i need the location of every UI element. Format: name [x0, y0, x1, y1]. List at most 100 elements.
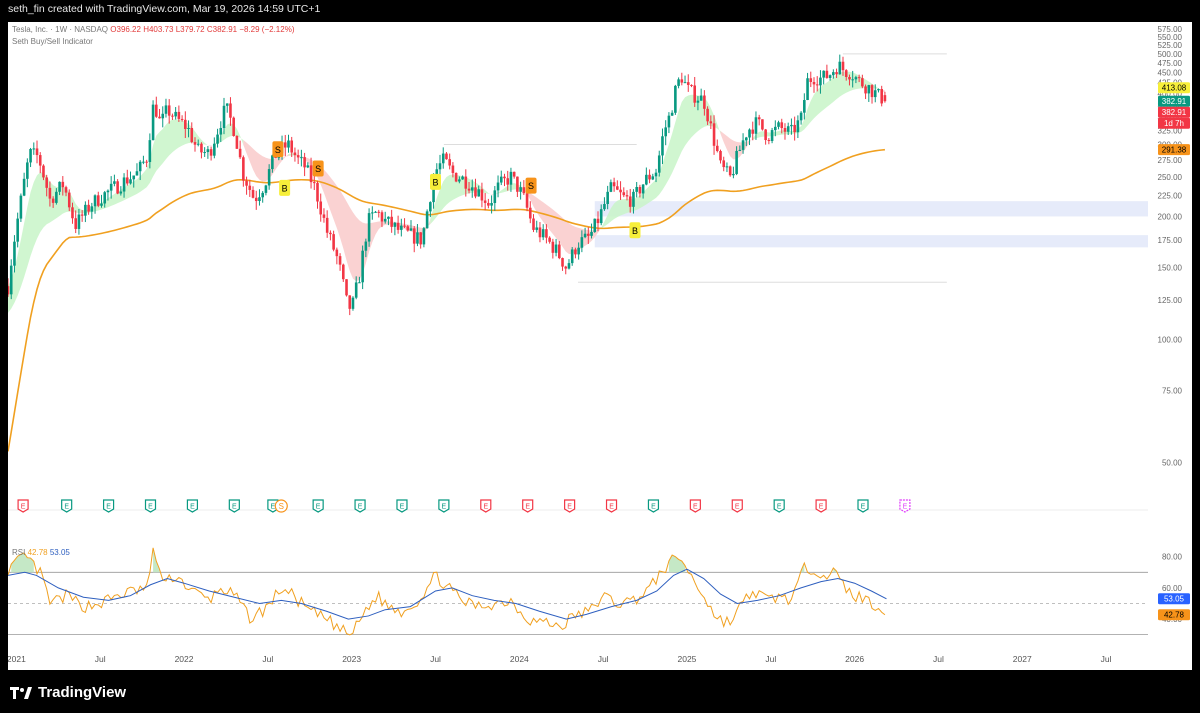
candle-body: [325, 217, 329, 233]
candle: [74, 210, 78, 234]
time-tick-label: Jul: [933, 654, 944, 664]
price-tick-label: 150.00: [1158, 263, 1183, 272]
earnings-flag-icon: [857, 499, 869, 513]
candle-body: [706, 108, 709, 122]
candle: [793, 116, 796, 141]
candle-body: [155, 104, 158, 117]
signal-marker-label: S: [315, 164, 321, 174]
candle: [358, 276, 361, 284]
tradingview-brand: TradingView: [38, 684, 127, 701]
candle-body: [164, 105, 168, 114]
candle: [780, 118, 784, 134]
earnings-flag-icon: [689, 499, 701, 513]
price-tick-label: 125.00: [1158, 296, 1183, 305]
candle-body: [341, 264, 345, 280]
candle: [541, 224, 545, 241]
candle-body: [464, 176, 468, 189]
candle-body: [187, 127, 190, 129]
candle: [867, 84, 871, 102]
candle-body: [145, 161, 148, 163]
tradingview-logo-icon: [10, 686, 32, 699]
candle-body: [561, 258, 564, 267]
candle-body: [735, 150, 738, 174]
candle-body: [329, 232, 332, 235]
candle: [90, 202, 94, 219]
earnings-marker: E: [522, 499, 534, 513]
candle: [329, 230, 332, 241]
candle: [628, 188, 632, 213]
candle: [42, 164, 45, 181]
candle-body: [809, 78, 813, 83]
candle-body: [506, 178, 510, 185]
candle-body: [812, 82, 816, 85]
candle: [26, 158, 29, 188]
price-tick-label: 275.00: [1158, 156, 1183, 165]
candle: [377, 209, 381, 218]
candle-body: [477, 189, 481, 197]
earnings-marker: E: [480, 499, 492, 513]
candle: [857, 74, 861, 83]
time-tick-label: Jul: [430, 654, 441, 664]
candle: [348, 295, 352, 316]
earnings-marker: E: [228, 499, 240, 513]
price-badge-bg: [1158, 106, 1190, 118]
candle-body: [877, 89, 880, 91]
candle: [58, 181, 61, 196]
candle: [248, 179, 252, 197]
candle-body: [245, 180, 248, 186]
ohlc-close: C382.91: [206, 25, 238, 34]
candle: [87, 199, 90, 215]
candle-body: [454, 172, 458, 182]
ohlc-low: L379.72: [175, 25, 205, 34]
candle: [509, 167, 513, 192]
candle: [145, 159, 148, 168]
candle: [493, 186, 497, 211]
candle-body: [596, 218, 600, 224]
support-zone-2: [594, 235, 1148, 248]
candle-body: [238, 148, 242, 158]
candle-body: [193, 142, 197, 145]
candle-body: [767, 140, 771, 142]
candle-body: [587, 233, 590, 236]
price-badge-label: 382.91: [1162, 108, 1187, 117]
candle-body: [84, 204, 87, 216]
earnings-marker-label: E: [735, 504, 740, 511]
indicator-cloud: [8, 71, 885, 313]
candle: [103, 190, 107, 208]
candle: [100, 194, 103, 208]
candle: [48, 181, 52, 207]
candle: [635, 181, 638, 198]
candle-body: [393, 222, 397, 227]
bull-cloud: [214, 123, 244, 145]
candle-body: [142, 161, 145, 163]
candle: [451, 162, 455, 178]
candle: [751, 121, 755, 141]
candle: [848, 74, 851, 86]
candle-body: [651, 176, 655, 180]
candle-body: [87, 204, 90, 212]
candle-body: [786, 126, 790, 132]
candle: [193, 137, 197, 152]
candle-body: [499, 176, 503, 183]
candle: [164, 98, 168, 118]
candle: [151, 100, 155, 141]
candle-body: [258, 197, 261, 202]
earnings-marker: E: [731, 499, 743, 513]
bull-cloud: [8, 119, 208, 313]
candle-body: [854, 77, 858, 80]
ohlc-open: O396.22: [110, 25, 141, 34]
signal-marker-bg: [312, 160, 324, 177]
candle: [558, 241, 561, 260]
candle: [706, 106, 709, 125]
candle-body: [174, 111, 177, 117]
earnings-marker: E: [312, 499, 324, 513]
rsi-legend-value: 42.78: [27, 548, 48, 557]
candle-body: [387, 216, 390, 219]
earnings-marker-label: E: [525, 504, 530, 511]
candle: [448, 153, 451, 170]
candle-body: [715, 145, 719, 151]
earnings-flag-icon: [61, 499, 73, 513]
